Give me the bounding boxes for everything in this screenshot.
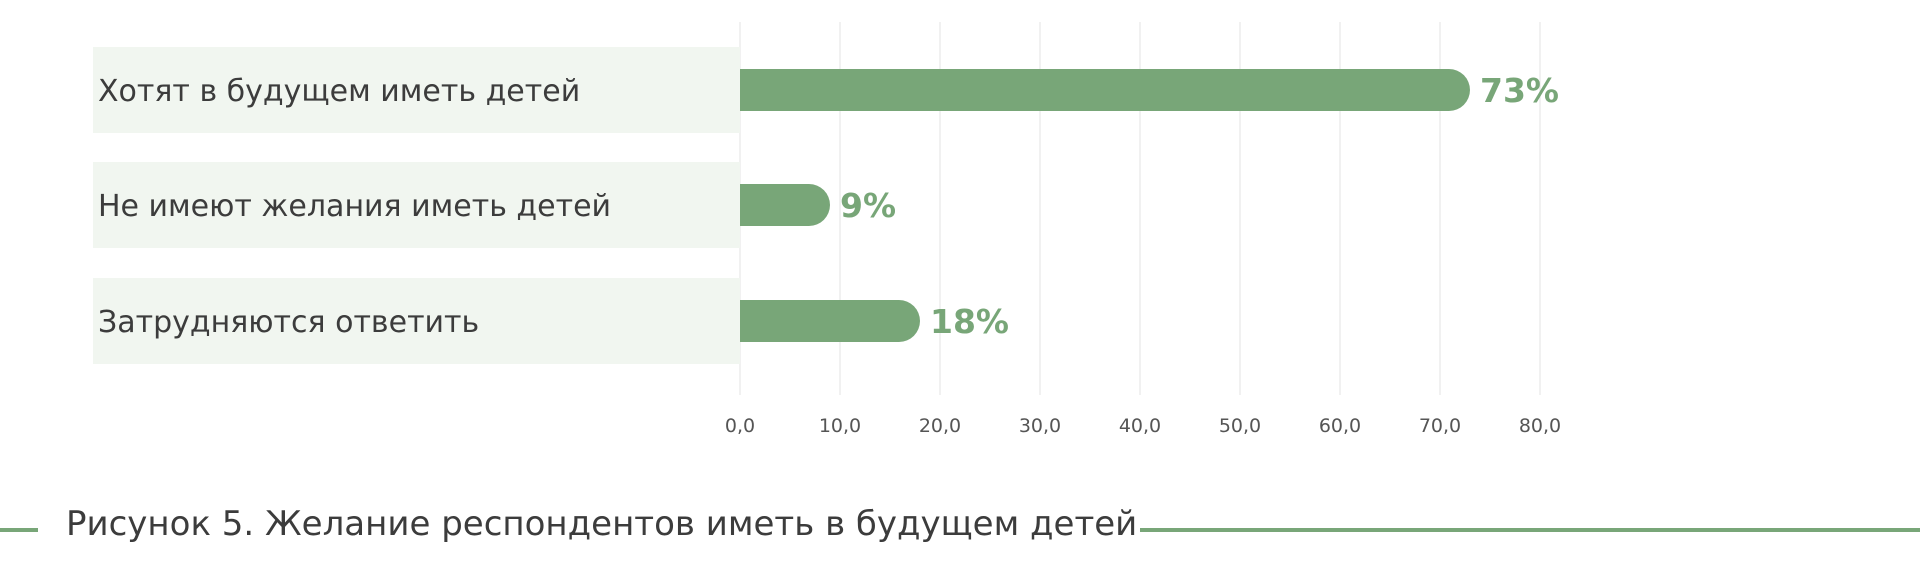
category-label-backgrounds bbox=[93, 47, 740, 364]
caption-rule-left bbox=[0, 528, 38, 532]
figure-caption: Рисунок 5. Желание респондентов иметь в … bbox=[66, 504, 1138, 544]
bars bbox=[740, 69, 1470, 342]
category-label-background bbox=[93, 278, 740, 364]
x-tick-label: 30,0 bbox=[1019, 415, 1061, 437]
category-label-background bbox=[93, 47, 740, 133]
category-label-background bbox=[93, 162, 740, 248]
x-tick-label: 40,0 bbox=[1119, 415, 1161, 437]
bar bbox=[740, 300, 920, 342]
chart-text: 0,0 10,0 20,0 30,0 40,0 50,0 60,0 70,0 80,0 Хотят… bbox=[98, 71, 1561, 437]
data-label: 9% bbox=[840, 186, 896, 225]
category-label: Затрудняются ответить bbox=[98, 305, 479, 340]
category-label: Хотят в будущем иметь детей bbox=[98, 74, 580, 109]
x-tick-label: 80,0 bbox=[1519, 415, 1561, 437]
category-label: Не имеют желания иметь детей bbox=[98, 189, 611, 224]
x-tick-label: 70,0 bbox=[1419, 415, 1461, 437]
caption-rule-right bbox=[1140, 528, 1920, 532]
bar-chart: 0,0 10,0 20,0 30,0 40,0 50,0 60,0 70,0 80,0 Хотят… bbox=[93, 22, 1561, 437]
data-label: 73% bbox=[1480, 71, 1559, 110]
data-label: 18% bbox=[930, 302, 1009, 341]
x-tick-label: 0,0 bbox=[725, 415, 755, 437]
x-tick-label: 60,0 bbox=[1319, 415, 1361, 437]
x-tick-label: 50,0 bbox=[1219, 415, 1261, 437]
x-tick-label: 10,0 bbox=[819, 415, 861, 437]
bar bbox=[740, 69, 1470, 111]
bar bbox=[740, 184, 830, 226]
x-tick-label: 20,0 bbox=[919, 415, 961, 437]
